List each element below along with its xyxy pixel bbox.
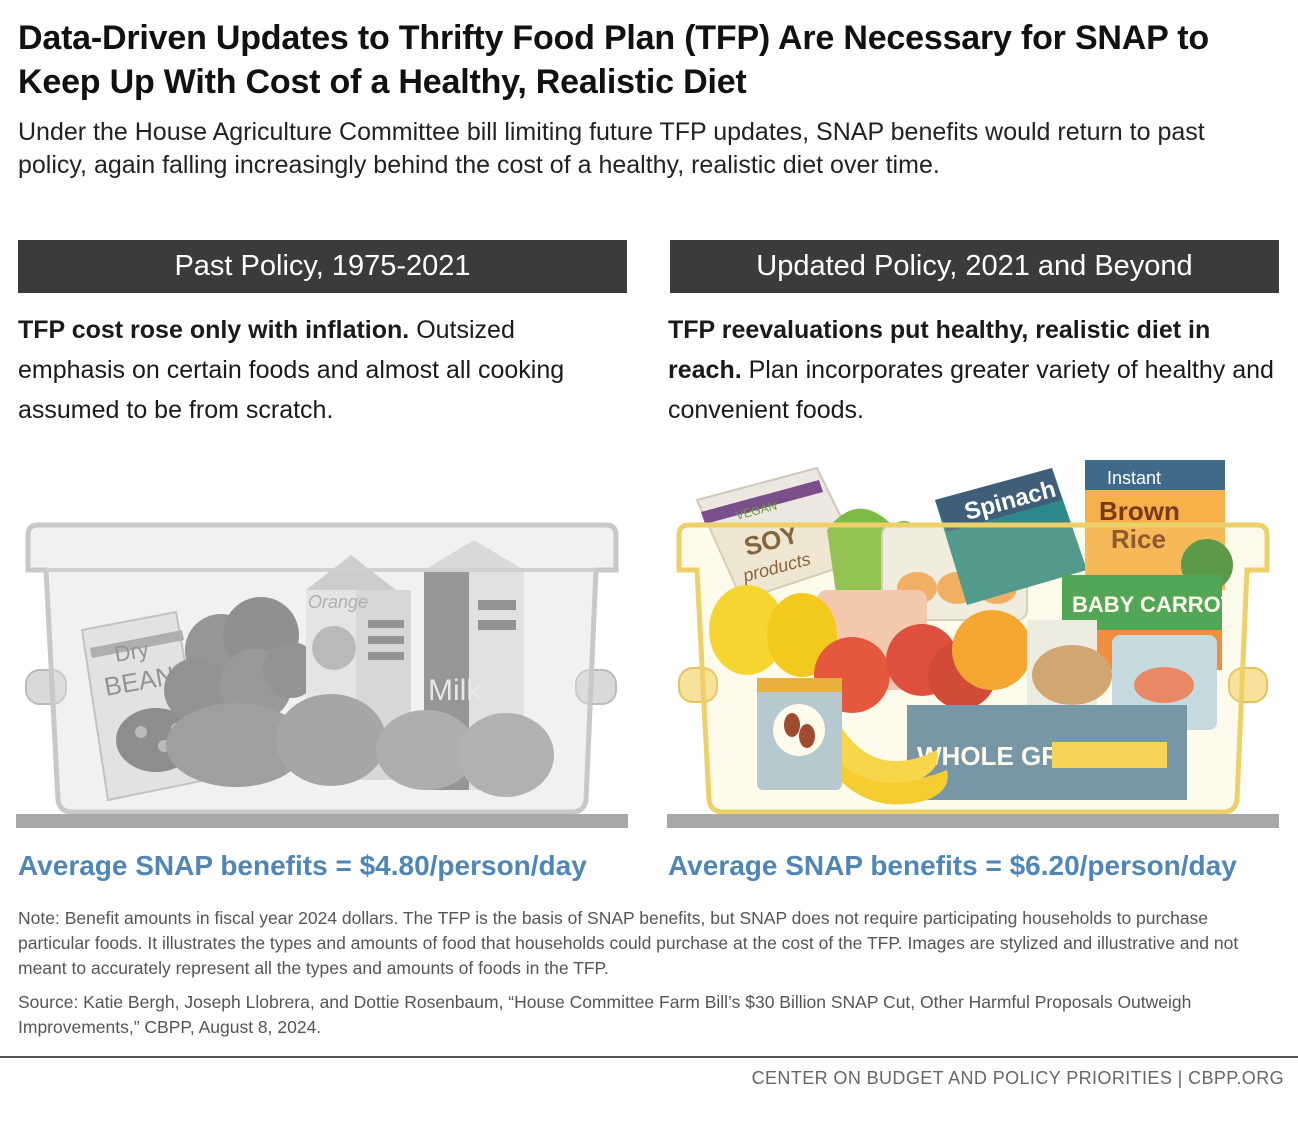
- instant-label: Instant: [1107, 468, 1161, 488]
- past-policy-header: Past Policy, 1975-2021: [18, 240, 627, 293]
- page-title: Data-Driven Updates to Thrifty Food Plan…: [18, 19, 1209, 101]
- past-policy-benefit: Average SNAP benefits = $4.80/person/day: [18, 850, 587, 881]
- brown-label: Brown: [1099, 496, 1180, 526]
- footer-credit: CENTER ON BUDGET AND POLICY PRIORITIES |…: [751, 1068, 1284, 1088]
- potato: [1032, 645, 1112, 705]
- beans-can: [757, 678, 842, 790]
- page-subtitle: Under the House Agriculture Committee bi…: [18, 118, 1205, 179]
- potatoes: [166, 694, 554, 797]
- source-text: Source: Katie Bergh, Joseph Llobrera, an…: [18, 992, 1192, 1037]
- bananas: [817, 730, 948, 805]
- beans-label-1: Dry: [113, 636, 151, 667]
- past-policy-description: TFP cost rose only with inflation. Outsi…: [18, 310, 628, 430]
- milk-label: Milk: [428, 674, 482, 707]
- updated-policy-header: Updated Policy, 2021 and Beyond: [670, 240, 1279, 293]
- whole-grain-box: WHOLE GRAIN: [907, 705, 1187, 800]
- updated-policy-description: TFP reevaluations put healthy, realistic…: [668, 310, 1278, 430]
- footer-divider: [0, 1056, 1298, 1058]
- rice-label: Rice: [1111, 524, 1166, 554]
- past-policy-desc-rest: Outsized emphasis on certain foods and a…: [18, 316, 565, 424]
- updated-policy-desc-rest: Plan incorporates greater variety of hea…: [668, 356, 1274, 424]
- orange-label: Orange: [308, 592, 368, 612]
- spinach-bag: Spinach: [935, 468, 1087, 605]
- updated-policy-benefit: Average SNAP benefits = $6.20/person/day: [668, 850, 1237, 881]
- carrots-label: BABY CARROTS: [1072, 592, 1249, 617]
- past-policy-desc-bold: TFP cost rose only with inflation.: [18, 316, 410, 344]
- orange-fruit: [952, 610, 1032, 690]
- updated-policy-desc-bold: TFP reevaluations put healthy, realistic…: [668, 316, 1211, 384]
- past-policy-basket-illustration: Dry BEANS Orange Milk: [16, 522, 628, 828]
- updated-policy-basket-illustration: VEGAN SOY products Spinach Instant Brown…: [667, 460, 1279, 828]
- broccoli: [164, 597, 319, 722]
- note-text: Note: Benefit amounts in fiscal year 202…: [18, 908, 1239, 978]
